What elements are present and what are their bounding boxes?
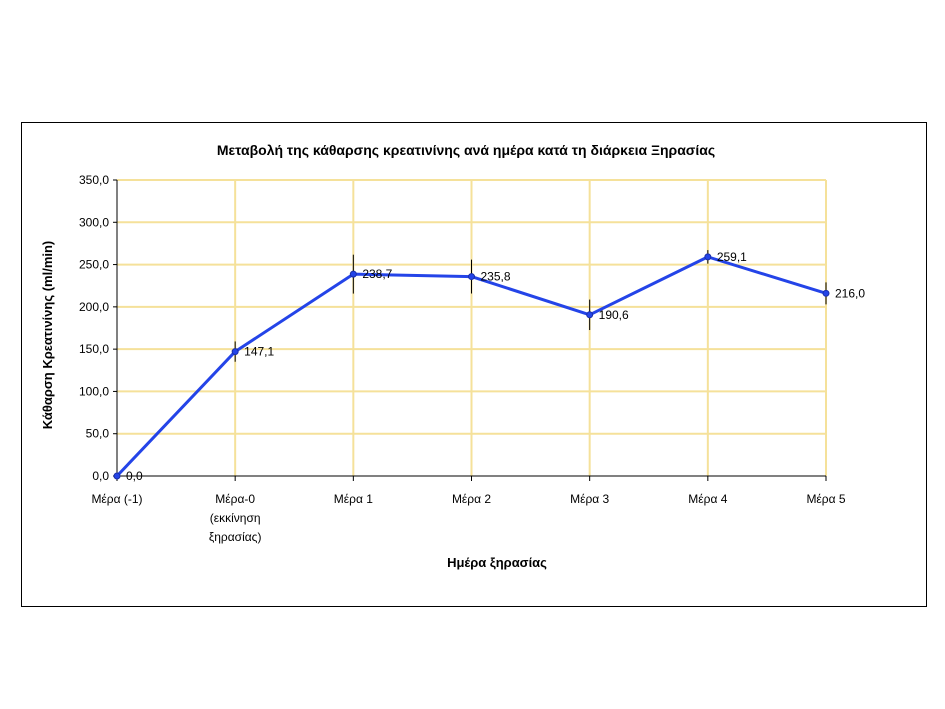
y-tick-label: 200,0 [79, 300, 109, 314]
x-axis-title: Ημέρα ξηρασίας [447, 555, 547, 570]
chart-title: Μεταβολή της κάθαρσης κρεατινίνης ανά ημ… [217, 142, 715, 158]
y-tick-label: 350,0 [79, 173, 109, 187]
x-tick-labels: Μέρα (-1) Μέρα-0 (εκκίνηση ξηρασίας) Μέρα 1 Μ… [91, 492, 845, 544]
data-label: 147,1 [244, 345, 274, 359]
x-tick-label: Μέρα 2 [452, 492, 491, 506]
y-tick-label: 100,0 [79, 384, 109, 398]
y-tick-label: 150,0 [79, 342, 109, 356]
y-tick-labels: 0,0 50,0 100,0 150,0 200,0 250,0 300,0 350,0 [79, 173, 109, 483]
x-tick-label: ξηρασίας) [209, 530, 262, 544]
x-tick-label: Μέρα 1 [334, 492, 373, 506]
data-point [468, 273, 475, 281]
y-axis-title: Κάθαρση Κρεατινίνης (ml/min) [40, 241, 55, 430]
data-point [349, 270, 357, 278]
creatinine-clearance-chart: Μεταβολή της κάθαρσης κρεατινίνης ανά ημ… [40, 142, 865, 570]
data-point [231, 348, 239, 356]
x-tick-label: Μέρα (-1) [91, 492, 142, 506]
data-label: 238,7 [362, 267, 392, 281]
x-tick-label: Μέρα 3 [570, 492, 609, 506]
x-tick-label: Μέρα 4 [688, 492, 727, 506]
y-tick-label: 0,0 [92, 469, 109, 483]
chart-frame: Μεταβολή της κάθαρσης κρεατινίνης ανά ημ… [21, 122, 927, 607]
data-labels: 0,0 147,1 238,7 235,8 190,6 259,1 216,0 [126, 250, 865, 483]
y-tick-label: 50,0 [86, 427, 110, 441]
y-tick-label: 300,0 [79, 215, 109, 229]
x-tick-label: Μέρα 5 [806, 492, 845, 506]
data-label: 190,6 [599, 308, 629, 322]
data-point [822, 289, 830, 297]
grid-lines [117, 179, 827, 476]
data-label: 235,8 [481, 270, 511, 284]
x-tick-label: (εκκίνηση [210, 511, 261, 525]
axes [113, 179, 827, 481]
data-label: 0,0 [126, 469, 143, 483]
series-creatinine [113, 250, 830, 480]
x-tick-label: Μέρα-0 [215, 492, 255, 506]
data-point [704, 253, 712, 261]
y-tick-label: 250,0 [79, 258, 109, 272]
data-point [113, 472, 121, 480]
data-label: 259,1 [717, 250, 747, 264]
data-point [586, 311, 594, 319]
data-label: 216,0 [835, 286, 865, 300]
